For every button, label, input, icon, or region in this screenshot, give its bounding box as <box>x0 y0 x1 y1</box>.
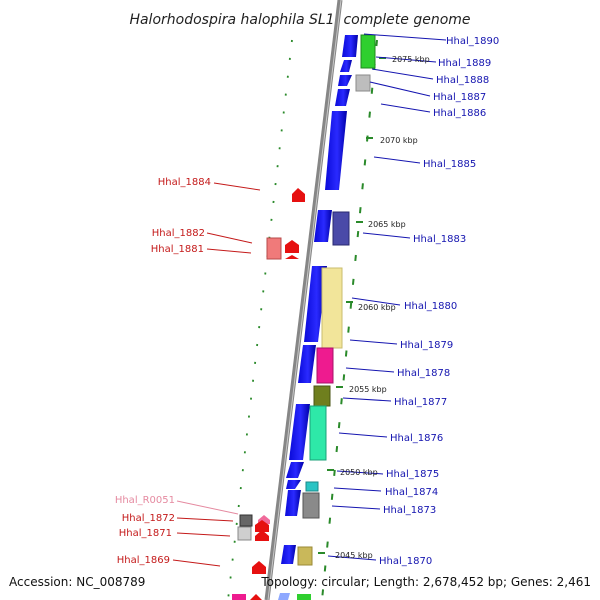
scale-label: 2055 kbp <box>349 385 387 394</box>
gene-label-hhal-1889[interactable]: Hhal_1889 <box>438 58 491 69</box>
gene-arrow-hhal-1878 <box>298 345 316 383</box>
inner-dot-track <box>227 39 293 600</box>
category-box-hhal-1873 <box>302 492 320 519</box>
gene-label-hhal-1876[interactable]: Hhal_1876 <box>390 433 443 444</box>
gene-label-hhal-r0051[interactable]: Hhal_R0051 <box>115 495 175 506</box>
gene-label-hhal-1886[interactable]: Hhal_1886 <box>433 108 486 119</box>
category-box-hhal-1882 <box>266 237 282 260</box>
gene-arrow-hhal-1872 <box>255 520 269 532</box>
gene-label-hhal-1873[interactable]: Hhal_1873 <box>383 505 436 516</box>
genome-summary-text: Topology: circular; Length: 2,678,452 bp… <box>260 575 591 589</box>
gene-arrow-hhal-1884 <box>292 188 305 202</box>
scale-label: 2050 kbp <box>340 468 378 477</box>
genome-backbone-highlight <box>267 0 342 600</box>
category-box-hhal-1874 <box>305 481 319 492</box>
gene-label-hhal-1875[interactable]: Hhal_1875 <box>386 469 439 480</box>
gene-label-hhal-1887[interactable]: Hhal_1887 <box>433 92 486 103</box>
category-box-hhal-1878 <box>316 347 334 384</box>
gene-arrow-hhal-1890 <box>342 35 358 57</box>
gene-label-hhal-1880[interactable]: Hhal_1880 <box>404 301 457 312</box>
genome-backbone <box>264 0 343 600</box>
gene-label-hhal-1882[interactable]: Hhal_1882 <box>152 228 205 239</box>
gene-arrow-hhal-1881 <box>285 255 299 259</box>
gene-arrow-hhal-1869 <box>252 561 266 574</box>
gene-arrow-hhal-1882 <box>285 240 299 253</box>
gene-arrow-hhal-1880 <box>304 266 327 342</box>
category-box-hhal-r0051 <box>239 514 253 527</box>
category-box-hhal-1880 <box>321 267 343 349</box>
map-title: Halorhodospira halophila SL1, complete g… <box>129 12 470 28</box>
gene-label-hhal-1883[interactable]: Hhal_1883 <box>413 234 466 245</box>
gene-label-hhal-1879[interactable]: Hhal_1879 <box>400 340 453 351</box>
gene-arrow-hhal-1874 <box>286 480 301 489</box>
gene-arrow-hhal-1871 <box>255 530 269 541</box>
gene-arrow-hhal-1888 <box>338 75 352 86</box>
gene-arrow-hhal-1885 <box>325 111 347 190</box>
category-box-hhal-1870 <box>297 546 313 566</box>
gene-label-hhal-1870[interactable]: Hhal_1870 <box>379 556 432 567</box>
scale-label: 2045 kbp <box>335 551 373 560</box>
scale-label: 2075 kbp <box>392 55 430 64</box>
minus-strand-genes <box>237 188 305 574</box>
gene-arrow-hhal-1875 <box>286 462 304 478</box>
gene-label-hhal-1871[interactable]: Hhal_1871 <box>119 528 172 539</box>
scale-label: 2060 kbp <box>358 303 396 312</box>
scale-label: 2070 kbp <box>380 136 418 145</box>
category-box-hhal-1888 <box>355 74 371 92</box>
scale-ticks <box>318 57 386 554</box>
plus-category-boxes <box>297 34 376 566</box>
plus-strand-genes <box>281 35 358 564</box>
gene-label-hhal-1890[interactable]: Hhal_1890 <box>446 36 499 47</box>
bottom-edge-genes <box>232 593 311 600</box>
gene-label-hhal-1881[interactable]: Hhal_1881 <box>151 244 204 255</box>
gene-label-hhal-1888[interactable]: Hhal_1888 <box>436 75 489 86</box>
accession-text: Accession: NC_008789 <box>9 575 145 589</box>
category-box-hhal-1872 <box>237 526 252 541</box>
category-box-hhal-1890 <box>360 34 376 69</box>
gene-arrow-hhal-1876 <box>289 404 310 460</box>
gene-label-hhal-1869[interactable]: Hhal_1869 <box>117 555 170 566</box>
scale-label: 2065 kbp <box>368 220 406 229</box>
category-box-hhal-1877 <box>313 385 331 407</box>
gene-arrow-hhal-1873 <box>285 490 301 516</box>
gene-label-hhal-1885[interactable]: Hhal_1885 <box>423 159 476 170</box>
gene-label-hhal-1877[interactable]: Hhal_1877 <box>394 397 447 408</box>
gene-arrow-hhal-1883 <box>314 210 332 242</box>
gene-arrow-hhal-1889 <box>340 60 352 72</box>
gene-label-hhal-1872[interactable]: Hhal_1872 <box>122 513 175 524</box>
gene-label-hhal-1874[interactable]: Hhal_1874 <box>385 487 438 498</box>
category-box-hhal-1883 <box>332 211 350 246</box>
label-leaders <box>172 33 447 567</box>
category-box-hhal-1876 <box>309 405 327 461</box>
gene-label-hhal-1878[interactable]: Hhal_1878 <box>397 368 450 379</box>
gene-arrow-hhal-1870 <box>281 545 296 564</box>
gene-label-hhal-1884[interactable]: Hhal_1884 <box>158 177 211 188</box>
gene-arrow-hhal-1887 <box>335 89 350 106</box>
